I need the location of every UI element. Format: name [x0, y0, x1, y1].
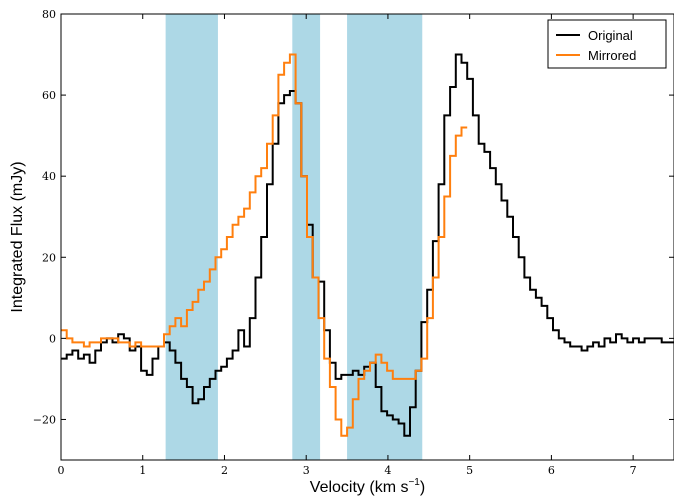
x-tick-label: 3: [303, 464, 310, 477]
series-lines: [61, 53, 674, 437]
y-tick-label: 60: [42, 89, 56, 102]
x-axis-label-close: ): [420, 479, 425, 496]
y-tick-label: −20: [33, 413, 56, 426]
y-tick-label: 80: [42, 8, 56, 21]
x-tick-label: 2: [221, 464, 228, 477]
legend-label-original: Original: [588, 28, 633, 43]
x-tick-label: 1: [139, 464, 146, 477]
axis-ticks: 0 1 2 3 4 5 6 7 −20 0 20 40 60 80: [33, 8, 674, 477]
series-line-mirrored: [61, 53, 468, 437]
x-tick-label: 6: [548, 464, 555, 477]
x-axis-label: Velocity (km s−1): [310, 477, 425, 496]
y-axis-label: Integrated Flux (mJy): [9, 161, 26, 312]
x-tick-label: 7: [630, 464, 637, 477]
x-axis-label-main: Velocity (km s: [310, 479, 409, 496]
legend-label-mirrored: Mirrored: [588, 48, 636, 63]
x-tick-label: 0: [58, 464, 65, 477]
x-axis-label-superscript: −1: [408, 477, 420, 488]
legend: Original Mirrored: [547, 19, 667, 69]
y-tick-label: 40: [42, 170, 56, 183]
y-tick-label: 0: [49, 332, 56, 345]
y-tick-label: 20: [42, 251, 56, 264]
x-tick-label: 4: [384, 464, 391, 477]
x-tick-label: 5: [466, 464, 473, 477]
legend-box: [547, 19, 667, 69]
plot-frame: [60, 13, 674, 461]
shaded-region-3: [347, 14, 423, 460]
